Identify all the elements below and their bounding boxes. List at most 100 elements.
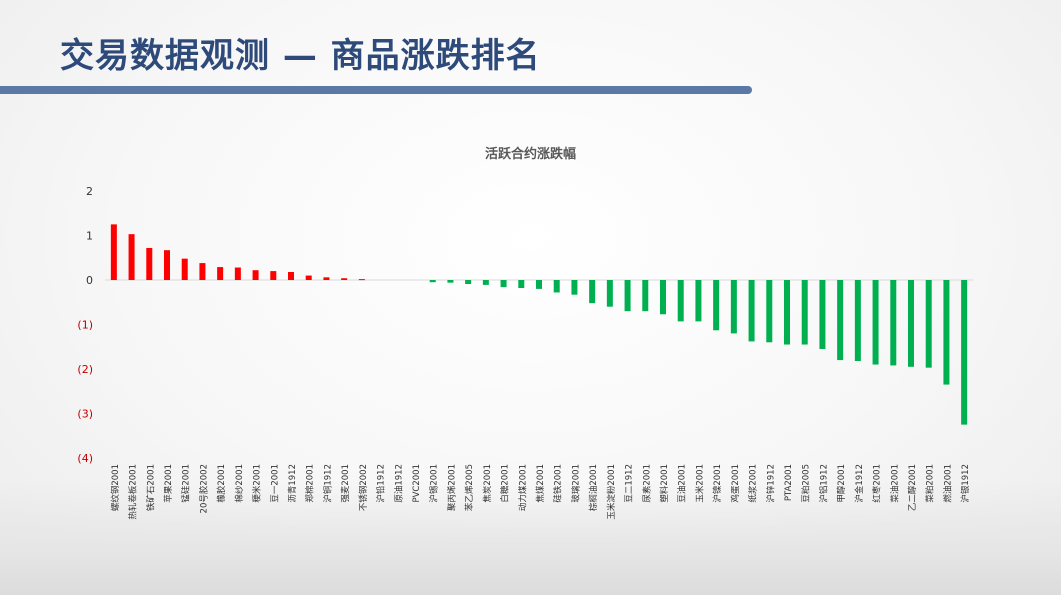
bar bbox=[571, 280, 578, 295]
x-tick-label: 强麦2001 bbox=[340, 464, 351, 503]
bar bbox=[358, 279, 365, 281]
x-tick-label: 沪银1912 bbox=[960, 464, 971, 503]
bar bbox=[500, 280, 507, 288]
bar bbox=[181, 258, 188, 280]
x-tick-label: 焦炭2001 bbox=[482, 464, 493, 503]
bar bbox=[341, 278, 348, 280]
y-tick-label: 0 bbox=[86, 274, 93, 287]
y-tick-label: (3) bbox=[77, 408, 93, 421]
bar bbox=[624, 280, 631, 312]
x-tick-label: 纸浆2001 bbox=[748, 464, 759, 503]
y-tick-label: 2 bbox=[86, 185, 93, 198]
x-tick-label: 原油1912 bbox=[393, 464, 404, 503]
bar bbox=[110, 224, 117, 280]
bar bbox=[748, 280, 755, 342]
x-tick-label: 尿素2001 bbox=[641, 464, 652, 503]
x-tick-label: 鸡蛋2001 bbox=[730, 464, 741, 503]
x-tick-label: 沪铜1912 bbox=[322, 464, 333, 503]
bar bbox=[234, 267, 241, 280]
x-tick-label: 郑棉2001 bbox=[305, 464, 316, 503]
x-tick-label: PTA2001 bbox=[784, 464, 794, 501]
bar bbox=[837, 280, 844, 361]
bar bbox=[730, 280, 737, 334]
x-tick-label: 塑料2001 bbox=[659, 464, 670, 503]
bar bbox=[784, 280, 790, 345]
x-tick-label: 聚丙烯2001 bbox=[446, 464, 457, 511]
bar bbox=[589, 280, 596, 304]
bar bbox=[305, 275, 312, 280]
x-tick-label: 玉米淀粉2001 bbox=[606, 464, 617, 520]
y-tick-label: (1) bbox=[77, 319, 93, 332]
x-tick-label: 燃油2001 bbox=[942, 464, 953, 503]
bar bbox=[677, 280, 684, 322]
x-tick-label: 动力煤2001 bbox=[517, 464, 528, 511]
y-tick-label: (4) bbox=[77, 452, 93, 465]
bar bbox=[908, 280, 914, 367]
x-tick-label: 苹果2001 bbox=[163, 464, 174, 503]
x-tick-label: 红枣2001 bbox=[872, 464, 883, 503]
x-tick-label: 苯乙烯2005 bbox=[464, 464, 475, 511]
title-underline-bar bbox=[0, 86, 752, 94]
x-tick-label: 不锈钢2002 bbox=[358, 464, 369, 511]
x-tick-label: 20号胶2002 bbox=[198, 464, 209, 513]
bar bbox=[288, 271, 294, 280]
bar bbox=[695, 280, 702, 322]
bar bbox=[872, 280, 879, 365]
x-tick-label: 沪铝1912 bbox=[818, 464, 829, 503]
bar bbox=[199, 263, 206, 280]
x-tick-label: 乙二醇2001 bbox=[907, 464, 918, 511]
x-tick-label: 锰硅2001 bbox=[181, 464, 192, 503]
bar bbox=[482, 280, 489, 285]
bar bbox=[642, 280, 649, 312]
x-tick-label: 豆粕2005 bbox=[801, 464, 812, 503]
x-tick-label: 铁矿石2001 bbox=[145, 464, 156, 511]
bar bbox=[252, 270, 259, 280]
bar bbox=[713, 280, 720, 331]
x-tick-label: 玻璃2001 bbox=[570, 464, 581, 503]
bar bbox=[518, 280, 525, 289]
bar bbox=[660, 280, 666, 315]
x-tick-label: 豆一2001 bbox=[270, 464, 280, 503]
bar bbox=[323, 277, 330, 280]
bar bbox=[801, 280, 808, 345]
x-tick-label: 沪锡2001 bbox=[429, 464, 440, 503]
bar bbox=[890, 280, 897, 366]
y-tick-label: 1 bbox=[86, 230, 93, 243]
bar bbox=[447, 280, 454, 283]
bar bbox=[429, 280, 436, 283]
bar bbox=[553, 280, 560, 293]
bar bbox=[217, 267, 224, 280]
bar bbox=[854, 280, 861, 361]
x-tick-label: 沪镍2001 bbox=[712, 464, 723, 503]
bar bbox=[943, 280, 950, 385]
x-tick-label: 豆二1912 bbox=[625, 464, 635, 503]
bar bbox=[465, 280, 472, 285]
page-title: 交易数据观测 — 商品涨跌排名 bbox=[60, 36, 541, 76]
bar bbox=[766, 280, 773, 343]
bar bbox=[606, 280, 613, 307]
x-tick-label: 甲醇2001 bbox=[836, 464, 847, 503]
x-tick-label: 沪铅1912 bbox=[376, 464, 387, 503]
x-tick-label: 棕榈油2001 bbox=[588, 464, 599, 511]
x-tick-label: 豆油2001 bbox=[677, 464, 688, 503]
y-tick-label: (2) bbox=[77, 363, 93, 376]
chart-title: 活跃合约涨跌幅 bbox=[484, 147, 576, 162]
x-tick-label: 棉纱2001 bbox=[234, 464, 245, 503]
bar bbox=[270, 271, 277, 280]
x-tick-label: 沪金1912 bbox=[854, 464, 865, 503]
x-tick-label: 热轧卷板2001 bbox=[128, 464, 139, 520]
x-tick-label: 白糖2001 bbox=[500, 464, 511, 503]
bar bbox=[961, 280, 968, 425]
bar bbox=[164, 250, 170, 280]
x-tick-label: PVC2001 bbox=[412, 464, 422, 503]
x-tick-label: 螺纹钢2001 bbox=[110, 464, 121, 511]
bar bbox=[146, 247, 153, 280]
x-tick-label: 焦煤2001 bbox=[535, 464, 546, 503]
x-tick-label: 沥青1912 bbox=[287, 464, 298, 503]
bar bbox=[128, 234, 135, 280]
x-tick-label: 粳米2001 bbox=[252, 464, 263, 503]
bar bbox=[925, 280, 932, 368]
x-tick-label: 沪锌1912 bbox=[765, 464, 776, 503]
x-tick-label: 菜油2001 bbox=[889, 464, 900, 503]
